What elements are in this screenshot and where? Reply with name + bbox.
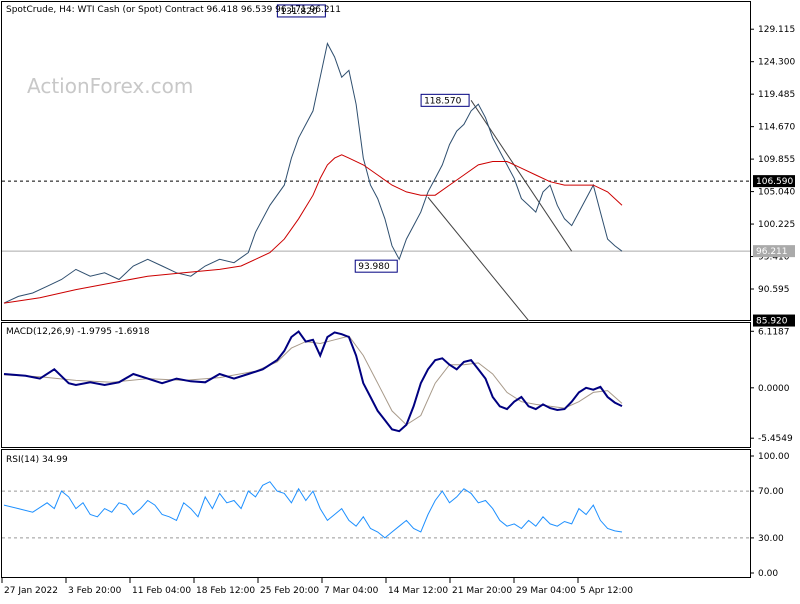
rsi-tick-label: 70.00 xyxy=(758,487,784,497)
annotation-label: 131.820 xyxy=(280,7,317,17)
price-annotations: 131.820 93.980 118.570 xyxy=(276,4,470,273)
price-tick-label: 124.300 xyxy=(758,58,795,68)
time-tick-label: 21 Mar 20:00 xyxy=(452,586,512,596)
time-tick-label: 3 Feb 20:00 xyxy=(68,586,122,596)
price-tick-label: 100.225 xyxy=(758,220,795,230)
annotation-label: 118.570 xyxy=(424,96,461,106)
price-tick-label: 114.670 xyxy=(758,123,795,133)
macd-panel: 6.1187 0.0000 -5.4549 MACD(12,26,9) -1.979… xyxy=(1,322,793,448)
time-tick-label: 11 Feb 04:00 xyxy=(132,586,191,596)
moving-average-line xyxy=(3,154,623,304)
support-label: 85.920 xyxy=(753,314,795,327)
price-tick-label: 119.485 xyxy=(758,90,795,100)
resistance-label: 106.590 xyxy=(753,175,795,188)
price-tick-label: 105.040 xyxy=(758,188,795,198)
rsi-tick-label: 0.00 xyxy=(758,569,778,579)
rsi-tick-label: 30.00 xyxy=(758,534,784,544)
macd-axis-ticks: 6.1187 0.0000 -5.4549 xyxy=(750,327,793,444)
time-tick-label: 29 Mar 04:00 xyxy=(516,586,576,596)
price-tick-label: 129.115 xyxy=(758,25,795,35)
price-axis-ticks: 129.115 124.300 119.485 114.670 109.855 105.0… xyxy=(750,25,795,295)
price-tick-label: 90.595 xyxy=(758,285,790,295)
price-tick-label: 95.410 xyxy=(758,253,790,263)
watermark: ActionForex.com xyxy=(27,74,193,98)
rsi-axis-ticks: 100.00 70.00 30.00 0.00 xyxy=(750,452,790,579)
price-annotation: 118.570 xyxy=(420,93,470,107)
macd-tick-label: -5.4549 xyxy=(758,434,793,444)
macd-line xyxy=(3,330,623,433)
time-tick-label: 14 Mar 12:00 xyxy=(388,586,448,596)
time-tick-label: 7 Mar 04:00 xyxy=(324,586,379,596)
channel-lower-line xyxy=(427,196,529,321)
time-tick-label: 25 Feb 20:00 xyxy=(260,586,319,596)
last-price-value: 96.211 xyxy=(756,247,788,257)
rsi-panel-frame xyxy=(1,449,751,578)
time-axis: 27 Jan 2022 3 Feb 20:00 11 Feb 04:00 18 Feb… xyxy=(1,578,633,596)
time-tick-label: 18 Feb 12:00 xyxy=(196,586,255,596)
annotation-label: 93.980 xyxy=(358,262,390,272)
rsi-line xyxy=(3,481,623,539)
resistance-value: 106.590 xyxy=(756,177,793,187)
annotation-box xyxy=(276,4,326,18)
time-tick-label: 27 Jan 2022 xyxy=(4,586,58,596)
support-value: 85.920 xyxy=(756,317,788,327)
time-tick-label: 5 Apr 12:00 xyxy=(580,586,633,596)
macd-panel-frame xyxy=(1,322,751,448)
annotation-box xyxy=(420,93,470,107)
macd-tick-label: 0.0000 xyxy=(758,384,790,394)
rsi-panel: 100.00 70.00 30.00 0.00 RSI(14) 34.99 xyxy=(1,449,790,579)
rsi-header: RSI(14) 34.99 xyxy=(6,455,68,465)
price-tick-label: 109.855 xyxy=(758,155,795,165)
price-annotation: 93.980 xyxy=(354,259,398,273)
macd-header: MACD(12,26,9) -1.9795 -1.6918 xyxy=(6,327,150,337)
last-price-label: 96.211 xyxy=(753,245,795,258)
price-line xyxy=(3,42,623,304)
rsi-tick-label: 100.00 xyxy=(758,452,790,462)
price-panel: ActionForex.com 129.115 124.300 119.485 114… xyxy=(1,1,795,327)
price-annotation: 131.820 xyxy=(276,4,326,18)
annotation-box xyxy=(354,259,398,273)
price-header: SpotCrude, H4: WTI Cash (or Spot) Contra… xyxy=(6,5,341,15)
macd-tick-label: 6.1187 xyxy=(758,327,790,337)
